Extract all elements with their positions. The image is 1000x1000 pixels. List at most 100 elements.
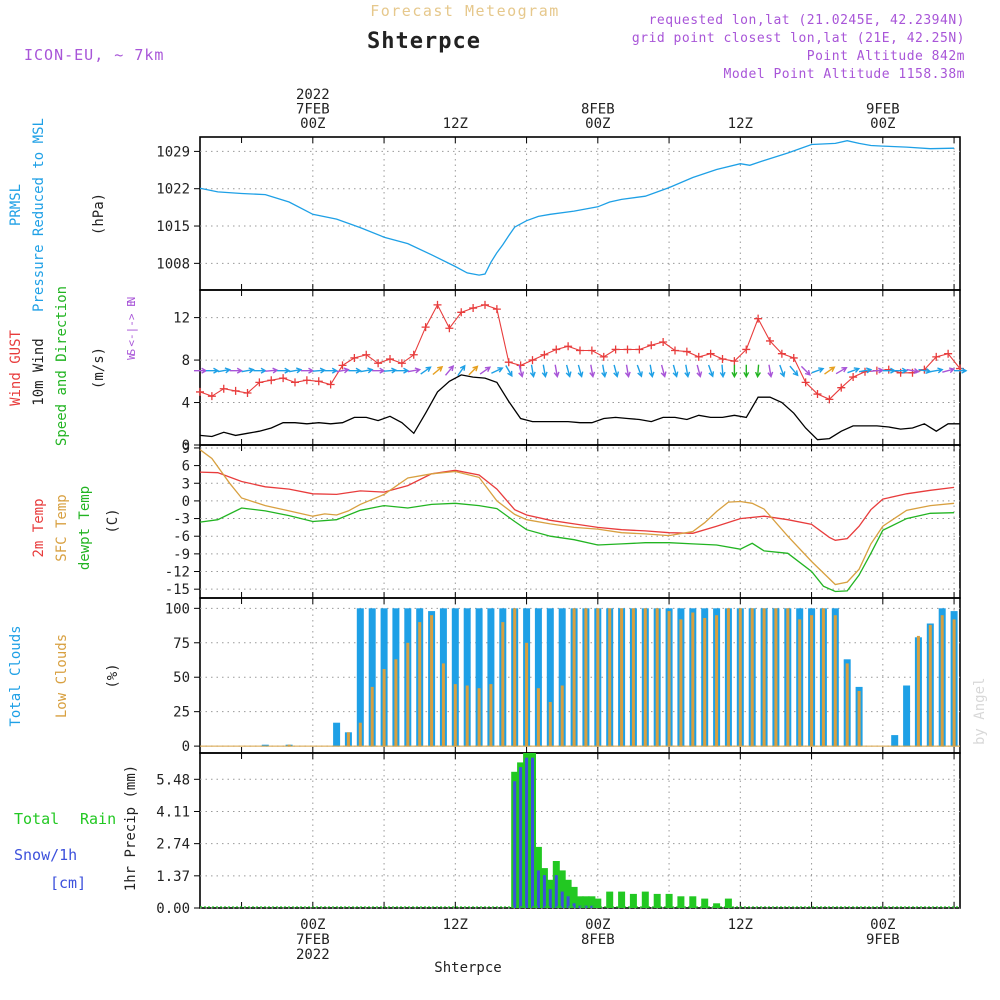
wind-gust-marker: [196, 387, 204, 396]
low-cloud-bar: [394, 659, 398, 747]
low-cloud-bar: [513, 608, 517, 747]
wind-direction-arrow: [407, 367, 422, 374]
wind-direction-arrow: [789, 365, 799, 377]
y-tick-label: 1015: [156, 219, 190, 235]
wind-gust-marker: [623, 345, 632, 354]
low-cloud-bar: [430, 615, 434, 747]
wind-direction-arrow: [444, 364, 455, 376]
y-tick-label: -6: [173, 529, 190, 545]
y-tick-label: 25: [173, 705, 190, 721]
low-cloud-bar: [940, 615, 944, 747]
wind-gust-marker: [291, 378, 299, 387]
chart-title: Forecast Meteogram: [370, 2, 560, 20]
total-cloud-bar: [534, 608, 542, 747]
snow-bar: [513, 781, 517, 908]
rain-bar: [570, 886, 578, 908]
wind-direction-arrow: [324, 367, 339, 374]
rain-bar: [653, 893, 661, 908]
rain-bar: [665, 893, 673, 908]
y-tick-label: 0.00: [156, 901, 190, 917]
wind-gust-marker: [231, 386, 240, 395]
wind-gust-marker: [647, 341, 656, 350]
snow-bar: [519, 767, 523, 908]
bottom-time-label: 12Z: [728, 917, 753, 933]
wind-gust-marker: [932, 352, 941, 361]
clouds-panel: 0 25 50 75 100 Total Clouds Low Clouds (%): [8, 597, 961, 755]
wind-direction-arrow: [505, 365, 513, 378]
bottom-time-label: 7FEB: [296, 932, 330, 948]
wind-gust-marker: [801, 378, 810, 387]
wind-gust-marker: [326, 380, 335, 389]
wind-direction-arrow: [648, 364, 655, 379]
y-tick-label: 3: [182, 476, 190, 492]
y-tick-label: 4: [182, 396, 190, 412]
wind-gust-marker: [409, 350, 418, 359]
y-tick-label: 75: [173, 636, 190, 652]
top-time-label: 9FEB: [866, 102, 900, 118]
wind-direction-arrow: [930, 367, 944, 374]
rain-bar: [588, 896, 596, 908]
pressure-panel: 1008 1015 1022 1029 PRMSL Pressure Reduced to…: [8, 118, 961, 312]
low-cloud-bar: [596, 608, 600, 747]
low-cloud-bar: [845, 663, 849, 747]
bottom-time-label: 00Z: [870, 917, 895, 933]
wind-direction-arrow: [300, 367, 315, 374]
temp-2m-line: [199, 469, 955, 541]
wind-gust-marker: [671, 346, 679, 355]
y-tick-label: -9: [173, 547, 190, 563]
wind-direction-arrow: [395, 367, 410, 374]
wind-gust-marker: [255, 378, 264, 387]
total-cloud-bar: [475, 608, 483, 747]
wind-direction-arrow: [491, 367, 504, 374]
wind-gust-marker: [837, 383, 846, 392]
wind-direction-arrow: [707, 364, 715, 378]
wind-gust-marker: [944, 349, 953, 358]
low-clouds-axis-title: Low Clouds: [54, 634, 70, 718]
bottom-time-label: 00Z: [585, 917, 610, 933]
top-time-label: 12Z: [443, 116, 468, 132]
snow-label: Snow/1h: [14, 846, 77, 864]
rain-bar: [677, 896, 685, 908]
low-cloud-bar: [453, 684, 457, 747]
temp-unit-label: (C): [105, 508, 121, 533]
wind-direction-arrow: [288, 367, 303, 374]
wind-gust-marker: [338, 361, 347, 370]
total-cloud-bar: [333, 722, 341, 747]
wind-direction-arrow: [553, 364, 560, 379]
low-cloud-bar: [572, 608, 576, 747]
model-label: ICON-EU, ~ 7km: [24, 46, 164, 64]
footer-location: Shterpce: [434, 960, 501, 976]
wind-gust-marker: [302, 376, 311, 385]
wind-direction-arrow: [800, 365, 811, 376]
total-cloud-bar: [558, 608, 566, 747]
wind-gust-marker: [742, 345, 751, 354]
wind-gust-marker: [587, 346, 596, 355]
temperature-panel: -15-12 -9 -6-3 0 36 9 2m Temp SFC Temp dewpt Tem…: [31, 441, 961, 599]
low-cloud-bar: [857, 691, 861, 747]
total-rain-label-total: Total: [14, 810, 59, 828]
wind-unit-label: (m/s): [91, 347, 107, 389]
rain-bar: [724, 898, 732, 908]
wind-direction-arrow: [754, 364, 761, 379]
low-cloud-bar: [536, 688, 540, 747]
wind-direction-arrow: [383, 367, 398, 374]
wind-direction-arrow: [541, 364, 548, 379]
rain-bar: [558, 870, 566, 908]
low-cloud-bar: [560, 685, 564, 747]
snow-bar: [548, 889, 552, 908]
low-cloud-bar: [477, 688, 481, 747]
wind-gust-marker: [659, 338, 668, 347]
snow-bar: [525, 757, 529, 908]
rain-bar: [689, 896, 697, 908]
rain-bar: [582, 896, 590, 908]
low-cloud-bar: [525, 642, 529, 747]
low-cloud-bar: [750, 608, 754, 747]
wind-direction-arrow: [824, 366, 836, 375]
wind-gust-axis-title: Wind GUST: [8, 330, 24, 406]
wind-gust-marker: [766, 336, 774, 345]
wind-gust-marker: [730, 357, 739, 366]
wind-gust-marker: [504, 358, 513, 367]
wind-direction-arrow: [479, 366, 492, 375]
